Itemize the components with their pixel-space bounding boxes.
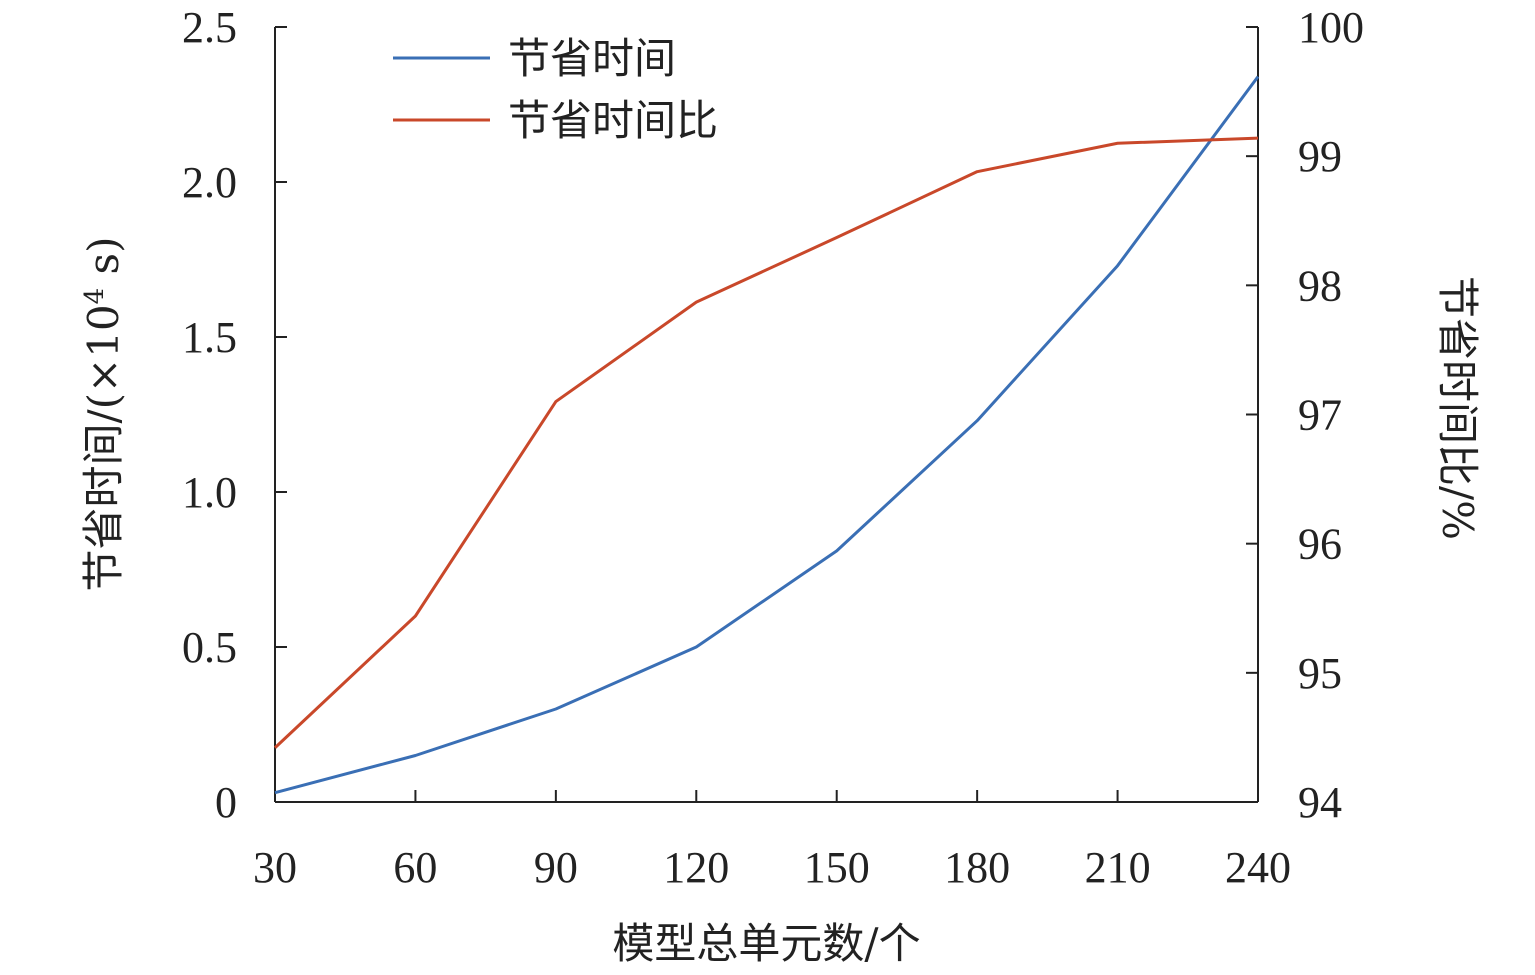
x-tick-label: 150 bbox=[804, 843, 870, 892]
right-y-tick-label: 98 bbox=[1298, 261, 1342, 310]
left-y-axis-title-end: s) bbox=[79, 236, 128, 287]
left-y-tick-label: 0 bbox=[215, 778, 237, 827]
left-y-tick-label: 0.5 bbox=[182, 623, 237, 672]
x-tick-label: 30 bbox=[253, 843, 297, 892]
series-line-1 bbox=[274, 75, 1260, 795]
right-y-axis-title: 节省时间比/% bbox=[1433, 276, 1482, 540]
left-y-axis-title-superscript: 4 bbox=[80, 288, 110, 305]
legend-label: 节省时间 bbox=[508, 34, 676, 83]
left-y-tick-label: 2.5 bbox=[182, 3, 237, 52]
series-layer bbox=[273, 75, 1260, 795]
left-y-axis-title-main: 节省时间/(×10 bbox=[79, 304, 128, 591]
x-tick-label: 90 bbox=[534, 843, 578, 892]
left-y-axis-title: 节省时间/(×104 s) bbox=[79, 236, 128, 591]
right-y-tick-label: 96 bbox=[1298, 520, 1342, 569]
x-axis-title: 模型总单元数/个 bbox=[612, 919, 920, 968]
left-y-ticks: 0 0.5 1.0 1.5 2.0 2.5 bbox=[182, 3, 287, 827]
series-line-2 bbox=[273, 136, 1259, 749]
left-y-tick-label: 2.0 bbox=[182, 158, 237, 207]
right-y-tick-label: 95 bbox=[1298, 649, 1342, 698]
right-y-tick-label: 94 bbox=[1298, 778, 1342, 827]
x-tick-label: 120 bbox=[663, 843, 729, 892]
x-tick-label: 240 bbox=[1225, 843, 1291, 892]
left-y-tick-label: 1.5 bbox=[182, 313, 237, 362]
left-y-tick-label: 1.0 bbox=[182, 468, 237, 517]
x-tick-label: 210 bbox=[1085, 843, 1151, 892]
right-y-ticks: 94 95 96 97 98 99 100 bbox=[1246, 3, 1364, 827]
x-tick-label: 60 bbox=[393, 843, 437, 892]
x-tick-label: 180 bbox=[944, 843, 1010, 892]
legend-label: 节省时间比 bbox=[508, 96, 718, 145]
right-y-tick-label: 99 bbox=[1298, 132, 1342, 181]
right-y-tick-label: 100 bbox=[1298, 3, 1364, 52]
x-ticks: 30 60 90 120 150 180 210 240 bbox=[253, 790, 1291, 892]
right-y-tick-label: 97 bbox=[1298, 391, 1342, 440]
